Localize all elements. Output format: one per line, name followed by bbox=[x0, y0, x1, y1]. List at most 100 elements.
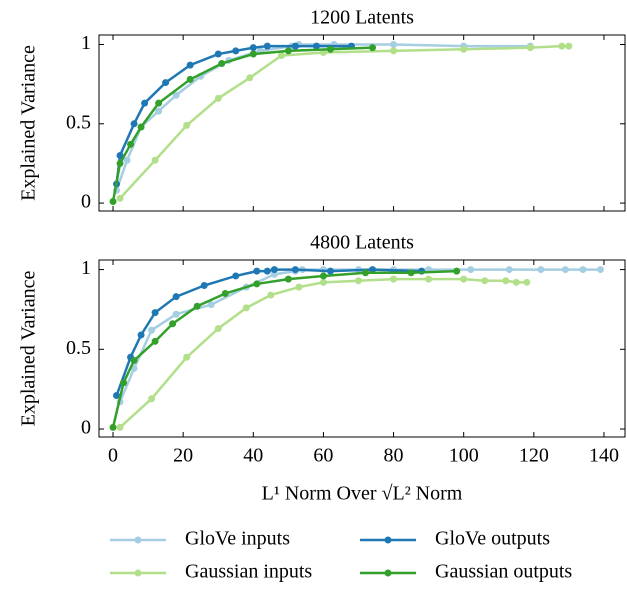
data-point bbox=[116, 159, 124, 167]
data-point bbox=[295, 283, 303, 291]
data-point bbox=[319, 278, 327, 286]
data-point bbox=[523, 278, 531, 286]
legend-marker bbox=[134, 569, 142, 577]
data-point bbox=[460, 275, 468, 283]
data-point bbox=[183, 121, 191, 129]
legend-label: Gaussian inputs bbox=[185, 561, 312, 583]
data-point bbox=[369, 44, 377, 52]
data-point bbox=[354, 277, 362, 285]
data-point bbox=[253, 280, 261, 288]
data-point bbox=[172, 91, 180, 99]
data-point bbox=[326, 45, 334, 53]
x-tick-label: 100 bbox=[449, 445, 479, 467]
plot-frame bbox=[98, 34, 626, 212]
data-point bbox=[148, 326, 156, 334]
data-point bbox=[186, 61, 194, 69]
data-point bbox=[130, 120, 138, 128]
y-axis-label: Explained Variance bbox=[18, 45, 40, 201]
data-point bbox=[116, 423, 124, 431]
x-tick-label: 80 bbox=[384, 445, 404, 467]
data-point bbox=[232, 47, 240, 55]
data-point bbox=[172, 293, 180, 301]
data-point bbox=[183, 353, 191, 361]
data-point bbox=[127, 140, 135, 148]
data-point bbox=[242, 304, 250, 312]
data-point bbox=[116, 194, 124, 202]
series-line bbox=[119, 44, 569, 200]
data-point bbox=[362, 269, 370, 277]
data-point bbox=[505, 266, 513, 274]
data-point bbox=[186, 75, 194, 83]
data-point bbox=[246, 74, 254, 82]
data-point bbox=[130, 356, 138, 364]
x-tick-label: 140 bbox=[589, 445, 619, 467]
data-point bbox=[565, 42, 573, 50]
legend-marker bbox=[134, 536, 142, 544]
series-line bbox=[119, 277, 527, 429]
data-point bbox=[221, 289, 229, 297]
data-point bbox=[526, 44, 534, 52]
data-point bbox=[284, 275, 292, 283]
data-point bbox=[277, 52, 285, 60]
data-point bbox=[155, 99, 163, 107]
legend-label: GloVe outputs bbox=[435, 528, 550, 550]
legend-marker bbox=[384, 569, 392, 577]
x-tick-label: 0 bbox=[108, 445, 118, 467]
y-tick-label: 0.5 bbox=[66, 111, 91, 133]
data-point bbox=[369, 266, 377, 274]
data-point bbox=[253, 267, 261, 275]
data-point bbox=[193, 302, 201, 310]
y-tick-label: 1 bbox=[81, 257, 91, 279]
data-point bbox=[162, 79, 170, 87]
data-point bbox=[502, 277, 510, 285]
x-tick-label: 60 bbox=[313, 445, 333, 467]
data-point bbox=[263, 42, 271, 50]
legend-marker bbox=[384, 536, 392, 544]
data-point bbox=[390, 275, 398, 283]
data-point bbox=[319, 272, 327, 280]
data-point bbox=[425, 275, 433, 283]
data-point bbox=[270, 266, 278, 274]
y-axis-label: Explained Variance bbox=[18, 271, 40, 427]
data-point bbox=[390, 41, 398, 49]
data-point bbox=[214, 50, 222, 58]
legend-label: Gaussian outputs bbox=[435, 561, 572, 583]
series-line bbox=[111, 269, 457, 428]
data-point bbox=[561, 266, 569, 274]
data-point bbox=[537, 266, 545, 274]
data-point bbox=[558, 42, 566, 50]
data-point bbox=[284, 47, 292, 55]
data-point bbox=[109, 197, 117, 205]
data-point bbox=[214, 325, 222, 333]
data-point bbox=[326, 267, 334, 275]
data-point bbox=[390, 47, 398, 55]
data-point bbox=[141, 99, 149, 107]
data-point bbox=[579, 266, 587, 274]
legend-label: GloVe inputs bbox=[185, 528, 290, 550]
data-point bbox=[109, 423, 117, 431]
data-point bbox=[172, 310, 180, 318]
data-point bbox=[137, 331, 145, 339]
data-point bbox=[467, 266, 475, 274]
data-point bbox=[312, 42, 320, 50]
data-point bbox=[407, 269, 415, 277]
x-tick-label: 40 bbox=[243, 445, 263, 467]
data-point bbox=[481, 277, 489, 285]
plot-frame bbox=[98, 259, 626, 438]
data-point bbox=[148, 395, 156, 403]
data-point bbox=[151, 337, 159, 345]
data-point bbox=[249, 44, 257, 52]
y-tick-label: 1 bbox=[81, 32, 91, 54]
data-point bbox=[151, 156, 159, 164]
data-point bbox=[232, 272, 240, 280]
data-point bbox=[263, 267, 271, 275]
data-point bbox=[596, 266, 604, 274]
data-point bbox=[123, 156, 131, 164]
x-tick-label: 120 bbox=[519, 445, 549, 467]
data-point bbox=[267, 291, 275, 299]
series-line bbox=[111, 46, 373, 202]
data-point bbox=[291, 266, 299, 274]
y-tick-label: 0 bbox=[81, 417, 91, 439]
data-point bbox=[270, 270, 278, 278]
data-point bbox=[218, 60, 226, 68]
